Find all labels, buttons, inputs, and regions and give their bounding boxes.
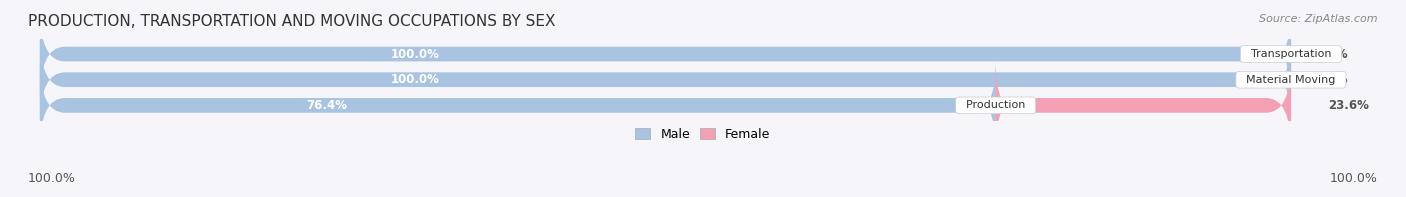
Text: Material Moving: Material Moving <box>1239 75 1343 85</box>
FancyBboxPatch shape <box>39 61 1291 149</box>
Text: Transportation: Transportation <box>1244 49 1339 59</box>
Text: PRODUCTION, TRANSPORTATION AND MOVING OCCUPATIONS BY SEX: PRODUCTION, TRANSPORTATION AND MOVING OC… <box>28 14 555 29</box>
FancyBboxPatch shape <box>39 61 995 149</box>
Text: 100.0%: 100.0% <box>1330 172 1378 185</box>
Text: 0.0%: 0.0% <box>1316 47 1348 60</box>
Text: 23.6%: 23.6% <box>1329 99 1369 112</box>
Text: Production: Production <box>959 100 1032 110</box>
FancyBboxPatch shape <box>39 10 1291 98</box>
Text: 76.4%: 76.4% <box>307 99 347 112</box>
Legend: Male, Female: Male, Female <box>630 123 776 146</box>
FancyBboxPatch shape <box>995 61 1291 149</box>
FancyBboxPatch shape <box>39 10 1291 98</box>
Text: Source: ZipAtlas.com: Source: ZipAtlas.com <box>1260 14 1378 24</box>
Text: 100.0%: 100.0% <box>28 172 76 185</box>
FancyBboxPatch shape <box>39 36 1291 124</box>
Text: 100.0%: 100.0% <box>391 47 440 60</box>
FancyBboxPatch shape <box>39 36 1291 124</box>
Text: 100.0%: 100.0% <box>391 73 440 86</box>
Text: 0.0%: 0.0% <box>1316 73 1348 86</box>
